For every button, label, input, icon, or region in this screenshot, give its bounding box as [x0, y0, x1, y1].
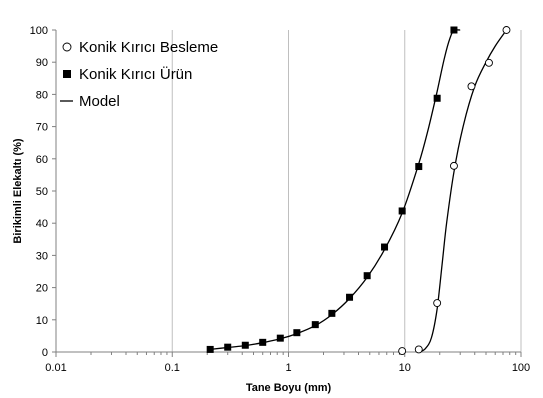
legend-label: Konik Kırıcı Besleme	[79, 39, 218, 56]
feed-data-point	[502, 26, 511, 34]
legend: Konik Kırıcı Besleme Konik Kırıcı Ürün Mod…	[60, 39, 218, 110]
legend-label: Model	[79, 93, 120, 110]
feed-data-point	[414, 345, 423, 354]
y-tick-label: 70	[36, 122, 48, 134]
product-data-point	[293, 329, 301, 337]
product-data-point	[415, 163, 423, 171]
product-data-point	[433, 94, 441, 102]
feed-data-point	[398, 347, 407, 355]
feed-data-point	[450, 161, 458, 170]
product-data-point	[381, 243, 389, 251]
product-data-point	[241, 341, 249, 349]
y-tick-label: 80	[36, 89, 48, 101]
product-data-point	[259, 338, 267, 346]
marker-layer	[206, 26, 511, 355]
x-axis-title: Tane Boyu (mm)	[246, 382, 332, 394]
axes-layer: 0 10 20 30 40 50 60 70 80 90 100 0.01 0.1 1 10 100	[30, 25, 531, 374]
product-data-point	[206, 345, 214, 353]
legend-product-symbol	[63, 70, 71, 78]
feed-data-point	[484, 58, 493, 67]
y-tick-label: 100	[30, 25, 48, 37]
product-data-point	[276, 334, 284, 342]
product-data-point	[450, 26, 458, 34]
feed-data-point	[433, 299, 442, 308]
feed-data-point	[467, 82, 476, 91]
y-tick-label: 50	[36, 186, 48, 198]
x-tick-label: 0.01	[45, 362, 66, 374]
product-data-point	[311, 321, 319, 329]
grid-layer	[171, 30, 522, 352]
product-data-point	[363, 272, 371, 280]
y-tick-label: 10	[36, 315, 48, 327]
product-data-point	[224, 343, 232, 351]
legend-label: Konik Kırıcı Ürün	[79, 65, 192, 83]
y-tick-label: 60	[36, 154, 48, 166]
y-axis-title: Birikimli Elekaltı (%)	[12, 138, 24, 243]
y-tick-label: 90	[36, 57, 48, 69]
x-tick-label: 10	[399, 362, 411, 374]
y-tick-label: 0	[42, 347, 48, 359]
y-tick-label: 40	[36, 218, 48, 230]
legend-feed-symbol	[62, 42, 72, 52]
product-data-point	[398, 207, 406, 215]
x-tick-label: 1	[285, 362, 291, 374]
x-tick-label: 0.1	[165, 362, 180, 374]
product-data-point	[328, 309, 336, 317]
x-tick-label: 100	[512, 362, 530, 374]
y-tick-label: 20	[36, 283, 48, 295]
y-tick-label: 30	[36, 250, 48, 262]
product-data-point	[346, 293, 354, 301]
